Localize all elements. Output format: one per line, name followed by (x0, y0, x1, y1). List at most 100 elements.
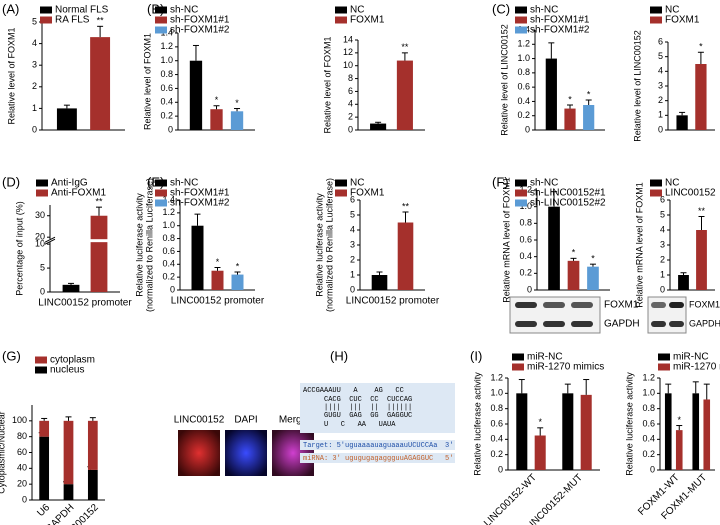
bar (675, 430, 683, 470)
y-tick-label: 0.6 (160, 83, 173, 93)
panel-label: (C) (492, 1, 510, 16)
y-axis-label: Relative mRNA level of FOXM1 (634, 182, 644, 308)
x-axis-label: LINC00152 promoter (346, 296, 440, 307)
legend-swatch (36, 189, 48, 197)
y-axis-label: Cytoplasmic/Nuclear (0, 411, 6, 494)
y-tick-label: 1 (658, 110, 663, 120)
legend-label: NC (665, 178, 679, 189)
y-tick-label: 0.8 (519, 218, 532, 228)
legend-swatch (335, 6, 347, 14)
y-tick-label: 1.2 (642, 372, 655, 382)
y-tick-label: 0 (350, 284, 355, 294)
significance: * (538, 417, 542, 427)
bar (370, 123, 387, 130)
bar (396, 60, 413, 131)
y-tick-label: 4 (658, 66, 663, 76)
y-tick-label: 4 (660, 224, 665, 234)
legend-swatch (515, 179, 527, 187)
y-tick-label: 1 (350, 269, 355, 279)
mirna-sequence: ugugugagaggguuAGAGGUC (345, 455, 433, 463)
bar (534, 435, 546, 470)
y-tick-label: 0.6 (162, 246, 175, 256)
y-tick-label: 0 (525, 124, 530, 134)
y-tick-label: 0.2 (519, 268, 532, 278)
legend-label: sh-FOXM1#2 (170, 25, 230, 36)
y-tick-label: 0 (22, 494, 27, 504)
y-tick-label: 0 (498, 464, 503, 474)
legend-swatch (155, 26, 167, 34)
target-label: Target: 5' (303, 442, 345, 450)
legend-swatch (515, 189, 527, 197)
bar (678, 275, 689, 290)
y-axis-label: Relative mRNA level of FOXM1 (501, 177, 511, 303)
bar (371, 275, 388, 290)
y-tick-label: 0 (348, 124, 353, 134)
legend-label: FOXM1 (665, 15, 700, 26)
y-tick-label: 6 (348, 86, 353, 96)
y-tick-label: 0.6 (490, 418, 503, 428)
y-tick-label: 0.6 (642, 418, 655, 428)
bar (703, 399, 711, 470)
y-tick-label: 0.2 (517, 110, 530, 120)
legend-swatch (515, 6, 527, 14)
y-tick-label: 100 (12, 415, 27, 425)
y-tick-label: 0.4 (519, 251, 532, 261)
legend-label: NC (350, 178, 364, 189)
legend-label: Normal FLS (55, 5, 109, 16)
y-tick-label: 80 (17, 431, 27, 441)
y-axis-label: Relative level of FOXM1 (6, 27, 16, 124)
y-tick-label: 0 (527, 284, 532, 294)
y-tick-label: 1.0 (517, 53, 530, 63)
sequence-diagram: (H) ACCGAAAUU A AG CC CACG CUC CC CUCCAG… (300, 348, 455, 463)
bar (676, 115, 688, 130)
legend-swatch (155, 16, 167, 24)
bar (39, 420, 50, 437)
significance: * (677, 415, 681, 425)
y-axis-label: Relative luciferase activity (314, 193, 324, 297)
target-sequence: uguaaaauaguaaauUCUCCAa (345, 442, 437, 450)
bar (210, 109, 223, 130)
significance: * (236, 261, 240, 271)
y-tick-label: 0.4 (642, 434, 655, 444)
bar (90, 37, 111, 131)
legend-swatch (155, 189, 167, 197)
legend-swatch (155, 6, 167, 14)
bar (567, 260, 580, 290)
y-tick-label: 0.8 (162, 233, 175, 243)
y-tick-label: 1.2 (160, 41, 173, 51)
y-tick-label: 0 (658, 124, 663, 134)
target-end: 3' (445, 442, 453, 450)
legend-swatch (36, 179, 48, 187)
legend-label: miR-NC (673, 352, 709, 363)
legend-label: sh-NC (530, 5, 558, 16)
y-axis-label: Relative luciferase activity (472, 372, 482, 476)
y-tick-label: 6 (350, 194, 355, 204)
legend-swatch (512, 363, 524, 371)
panel-label: (F) (492, 174, 509, 189)
y-tick-label: 6 (658, 36, 663, 46)
y-tick-label: 4 (32, 38, 37, 48)
western-blot: FOXM1 GAPDH (509, 296, 640, 334)
y-tick-label: 0.2 (490, 449, 503, 459)
x-tick-label: LINC00152-WT (482, 472, 539, 525)
y-tick-label: 10 (343, 60, 353, 70)
legend-label: sh-NC (170, 5, 198, 16)
image-label: DAPI (234, 415, 257, 426)
y-tick-label: 0 (40, 286, 45, 296)
legend-swatch (335, 16, 347, 24)
sequence-row: CACG CUC CC CUCCAG (303, 396, 412, 404)
bar (39, 436, 50, 500)
significance: ** (698, 206, 706, 216)
legend-label: miR-NC (527, 352, 563, 363)
y-tick-label: 3 (350, 239, 355, 249)
bar (696, 230, 707, 290)
bar (564, 108, 576, 130)
legend-swatch (650, 6, 662, 14)
panel-label: (G) (2, 348, 21, 363)
y-tick-label: 5 (658, 51, 663, 61)
y-tick-label: 0.4 (490, 434, 503, 444)
y-tick-label: 3 (660, 239, 665, 249)
bar (580, 394, 592, 470)
bar (397, 222, 414, 290)
